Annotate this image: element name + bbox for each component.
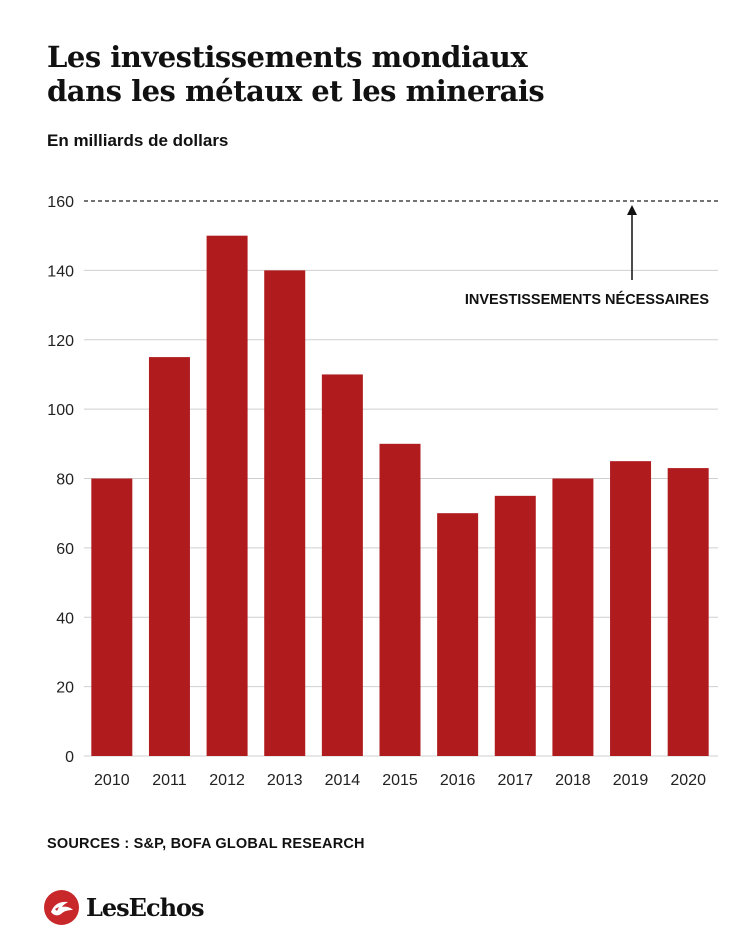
les-echos-logo-icon (44, 889, 79, 925)
bar-2012 (206, 235, 248, 756)
chart-title-line-1: Les investissements mondiaux (47, 40, 528, 74)
x-tick-label: 2019 (613, 772, 649, 789)
y-tick-label: 20 (56, 680, 74, 697)
x-tick-label: 2020 (670, 772, 706, 789)
y-tick-label: 80 (56, 472, 74, 489)
bar-chart: 0 20 40 60 80 100 120 140 160 2010 2011 2012 2013 201… (47, 194, 718, 789)
annotation-arrow-head (627, 205, 637, 215)
y-tick-label: 140 (47, 263, 74, 280)
reference-line-label: INVESTISSEMENTS NÉCESSAIRES (465, 291, 709, 308)
les-echos-logo: LesEchos (44, 888, 205, 926)
x-tick-label: 2015 (382, 772, 418, 789)
y-tick-label: 120 (47, 333, 74, 350)
bar-2014 (321, 374, 363, 756)
x-tick-label: 2010 (94, 772, 130, 789)
bar-2011 (148, 357, 190, 756)
x-tick-label: 2011 (152, 772, 187, 789)
x-tick-label: 2016 (440, 772, 476, 789)
bar-2016 (437, 513, 479, 756)
x-tick-label: 2012 (209, 772, 245, 789)
bar-2013 (264, 270, 306, 756)
chart-title-line-2: dans les métaux et les minerais (47, 74, 545, 108)
x-tick-label: 2014 (325, 772, 361, 789)
chart-subtitle: En milliards de dollars (47, 131, 229, 150)
chart-title: Les investissements mondiaux dans les mé… (47, 40, 545, 108)
bar-2015 (379, 443, 421, 756)
y-tick-label: 60 (56, 541, 74, 558)
bar-2020 (667, 468, 709, 756)
bar-2018 (552, 478, 594, 756)
y-tick-label: 160 (47, 194, 74, 211)
bar-2017 (494, 495, 536, 756)
x-tick-label: 2017 (497, 772, 533, 789)
sources-note: SOURCES : S&P, BOFA GLOBAL RESEARCH (47, 836, 365, 852)
y-tick-label: 40 (56, 610, 74, 627)
y-tick-label: 0 (65, 749, 74, 766)
bar-2010 (91, 478, 133, 756)
bar-2019 (610, 461, 652, 756)
x-tick-label: 2018 (555, 772, 591, 789)
x-tick-label: 2013 (267, 772, 303, 789)
y-tick-label: 100 (47, 402, 74, 419)
les-echos-logo-text: LesEchos (86, 892, 205, 922)
